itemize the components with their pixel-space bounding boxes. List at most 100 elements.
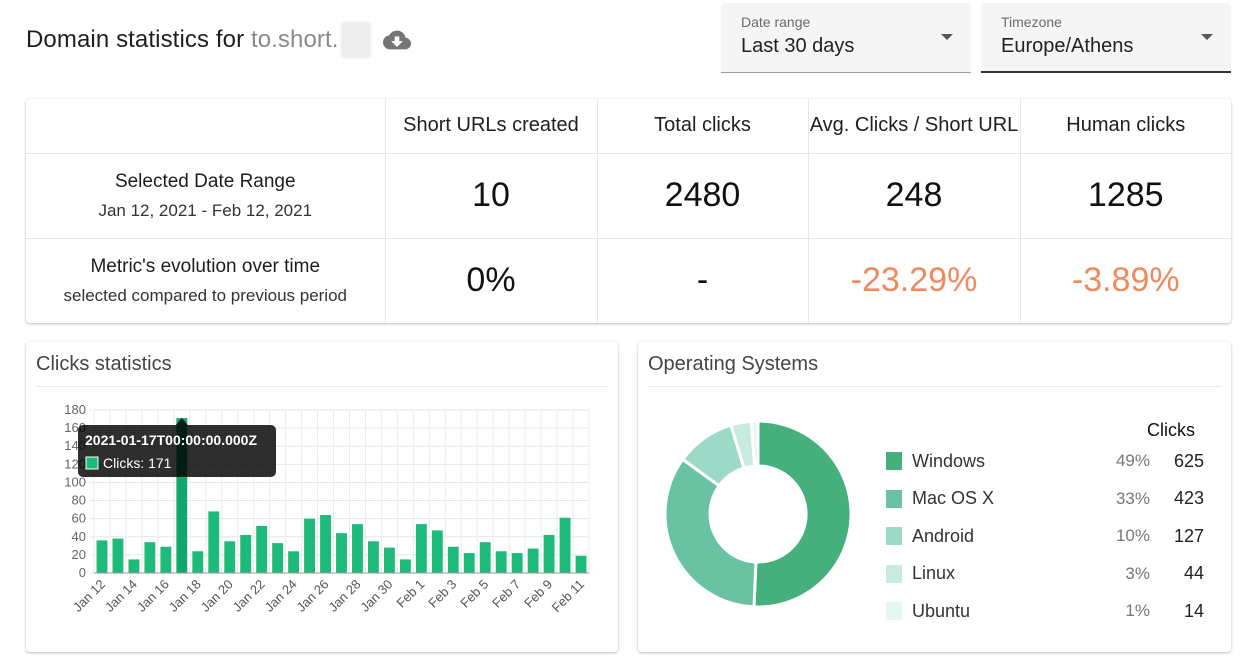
x-tick-label: Jan 18 [166,577,204,615]
bar-feb-6[interactable] [495,551,507,573]
bar-jan-28[interactable] [352,524,363,573]
header-empty-cell [26,99,386,154]
tooltip-label: Clicks: 171 [103,455,172,471]
legend-label: Windows [912,450,986,471]
card-title: Clicks statistics [36,353,172,375]
x-tick-label: Feb 7 [489,577,523,611]
x-tick-label: Jan 28 [325,577,363,615]
bar-jan-23[interactable] [272,543,284,573]
stats-table: Short URLs created Total clicks Avg. Cli… [26,99,1231,323]
y-tick-label: 40 [72,529,86,544]
bar-jan-17[interactable] [176,418,188,573]
card-title: Operating Systems [648,353,819,375]
x-tick-label: Feb 1 [393,577,427,611]
bar-feb-7[interactable] [511,553,523,573]
bar-jan-30[interactable] [383,547,395,573]
row-subtitle: selected compared to previous period [63,285,348,305]
stats-row-evolution: Metric's evolution over time selected co… [26,238,1231,323]
date-range-value: Last 30 days [741,35,855,57]
bar-jan-14[interactable] [128,559,140,573]
bar-feb-3[interactable] [447,546,459,573]
page-title: Domain statistics for to.short. [26,26,339,54]
bar-feb-9[interactable] [543,534,555,573]
bar-jan-12[interactable] [96,540,108,573]
bar-jan-26[interactable] [320,515,331,573]
legend-swatch [886,602,902,620]
slice-windows[interactable] [752,419,853,609]
legend-item-android[interactable]: Android 10% 127 [886,524,1206,548]
bar-jan-15[interactable] [144,542,156,573]
legend-item-windows[interactable]: Windows 49% 625 [886,449,1206,473]
bar-jan-31[interactable] [399,559,411,573]
bar-jan-24[interactable] [288,551,300,573]
title-prefix: Domain statistics for [26,26,245,53]
legend-label: Mac OS X [912,488,995,508]
x-tick-label: Jan 12 [70,577,108,615]
tooltip-title: 2021-01-17T00:00:00.000Z [85,432,257,448]
avg-clicks-value: 248 [808,153,1021,239]
chart-tooltip [78,425,276,477]
column-header: Avg. Clicks / Short URL [808,99,1021,154]
bar-jan-21[interactable] [240,534,252,573]
x-tick-label: Jan 16 [134,577,172,615]
bar-feb-8[interactable] [527,548,539,573]
bar-feb-11[interactable] [575,555,587,573]
row-label-cell: Selected Date Range Jan 12, 2021 - Feb 1… [26,153,386,239]
os-donut-chart[interactable] [653,409,863,619]
bar-feb-2[interactable] [431,530,443,573]
row-subtitle: Jan 12, 2021 - Feb 12, 2021 [98,200,313,220]
slice-mac-os-x[interactable] [663,457,758,609]
timezone-label: Timezone [1001,14,1062,30]
x-tick-label: Jan 14 [102,577,140,615]
bar-jan-22[interactable] [256,525,268,573]
bar-feb-5[interactable] [479,542,491,573]
legend-value: 44 [1183,563,1204,583]
domain-name: to.short. [250,26,339,53]
bar-jan-13[interactable] [112,538,124,573]
y-tick-label: 180 [64,402,86,417]
y-tick-label: 60 [72,511,86,526]
bar-feb-4[interactable] [463,553,475,573]
legend-item-linux[interactable]: Linux 3% 44 [886,562,1206,586]
legend-item-mac-os-x[interactable]: Mac OS X 33% 423 [886,487,1206,511]
bar-jan-29[interactable] [368,541,379,573]
stats-summary-card: Short URLs created Total clicks Avg. Cli… [26,99,1231,323]
x-tick-label: Feb 5 [457,577,491,611]
legend-swatch [886,452,902,470]
legend-label: Android [912,525,975,546]
bar-jan-18[interactable] [192,551,204,573]
legend-value: 423 [1173,488,1204,508]
row-title: Selected Date Range [114,170,296,192]
human-clicks-value: 1285 [1020,153,1231,239]
tooltip-swatch [85,456,99,470]
y-tick-label: 20 [72,547,86,562]
legend-swatch [886,564,902,583]
bar-jan-27[interactable] [336,533,347,573]
clicks-statistics-card: Clicks statistics 0 20 40 60 80 100 120 140 160 1… [26,342,618,652]
redacted-domain-part [340,22,371,58]
y-tick-label: 80 [72,493,86,508]
legend-label: Ubuntu [912,600,971,621]
bar-jan-16[interactable] [160,546,172,573]
bar-jan-19[interactable] [208,511,220,573]
bar-feb-1[interactable] [415,524,427,573]
slice-ubuntu[interactable] [749,419,760,468]
date-range-select[interactable]: Date range Last 30 days [721,3,971,73]
bar-jan-20[interactable] [224,541,236,573]
timezone-select[interactable]: Timezone Europe/Athens [981,3,1231,73]
stats-row-selected-range: Selected Date Range Jan 12, 2021 - Feb 1… [26,153,1231,239]
bar-jan-25[interactable] [304,518,315,573]
legend-item-ubuntu[interactable]: Ubuntu 1% 14 [886,599,1206,623]
cloud-download-icon[interactable] [381,26,413,54]
human-clicks-evolution-value: -3.89% [1071,261,1180,300]
tooltip-caret [175,418,188,425]
divider [36,386,608,387]
row-label-cell: Metric's evolution over time selected co… [26,238,386,323]
operating-systems-card: Operating Systems Clicks Windows 49% 625 Ma… [638,342,1231,652]
bar-feb-10[interactable] [559,517,571,573]
page-header: Domain statistics for to.short. [26,22,413,58]
short-urls-evolution-value: 0% [385,238,598,323]
divider [648,386,1221,387]
timezone-value: Europe/Athens [1001,35,1134,57]
